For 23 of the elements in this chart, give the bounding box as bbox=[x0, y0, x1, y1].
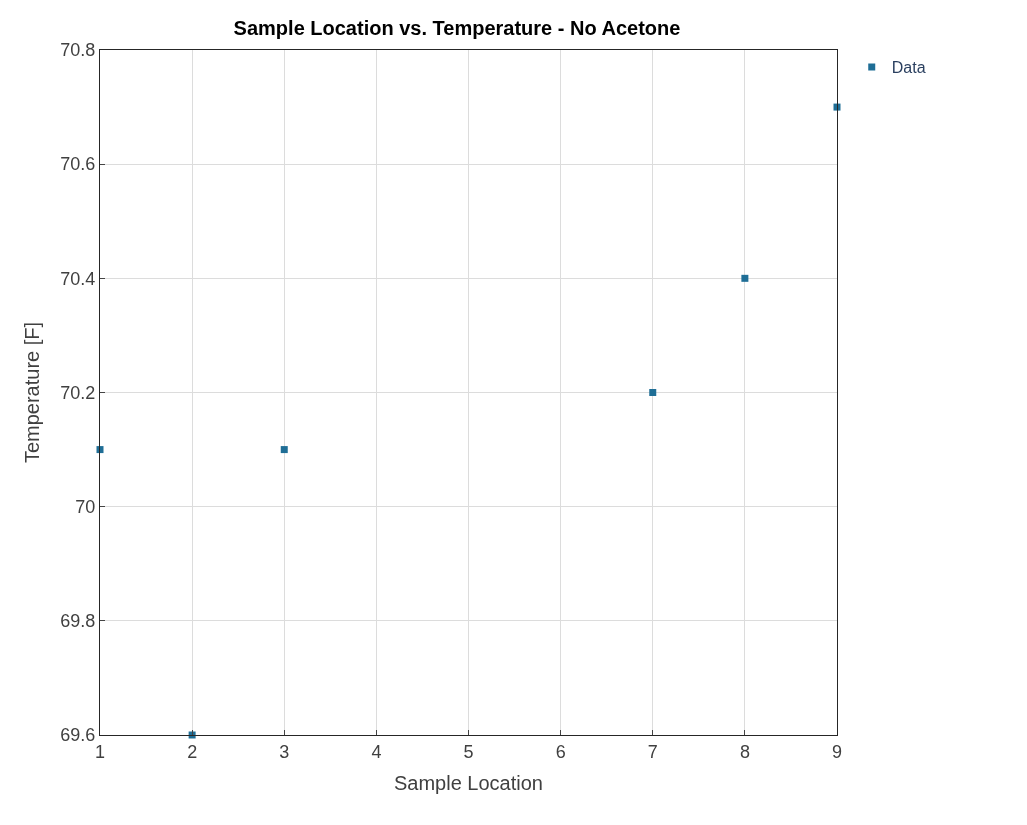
y-tick-label: 69.8 bbox=[60, 611, 96, 632]
x-axis-title: Sample Location bbox=[394, 772, 543, 795]
point bbox=[280, 446, 288, 454]
y-tick-label: 70 bbox=[75, 496, 96, 517]
x-tick-label: 1 bbox=[94, 741, 106, 762]
x-tick-label: 8 bbox=[739, 741, 750, 762]
point bbox=[741, 274, 749, 282]
x-tick-label: 4 bbox=[371, 741, 382, 762]
y-tick-label: 70.4 bbox=[60, 268, 96, 289]
x-tick-label: 7 bbox=[647, 741, 658, 762]
chart-title: Sample Location vs. Temperature - No Acetone bbox=[233, 16, 681, 39]
x-tick-label: 5 bbox=[463, 741, 474, 762]
y-tick-label: 70.6 bbox=[60, 154, 96, 175]
y-axis-title: Temperature [F] bbox=[20, 321, 43, 464]
x-tick-label: 2 bbox=[187, 741, 198, 762]
point bbox=[649, 389, 657, 396]
x-tick-label: 9 bbox=[831, 741, 843, 762]
y-tick-label: 70.8 bbox=[60, 40, 96, 61]
y-tick-label: 69.6 bbox=[60, 725, 96, 746]
x-tick-label: 6 bbox=[555, 741, 566, 762]
x-tick-label: 3 bbox=[279, 741, 290, 762]
legend-label: Data bbox=[891, 59, 926, 77]
y-tick-label: 70.2 bbox=[60, 382, 96, 403]
